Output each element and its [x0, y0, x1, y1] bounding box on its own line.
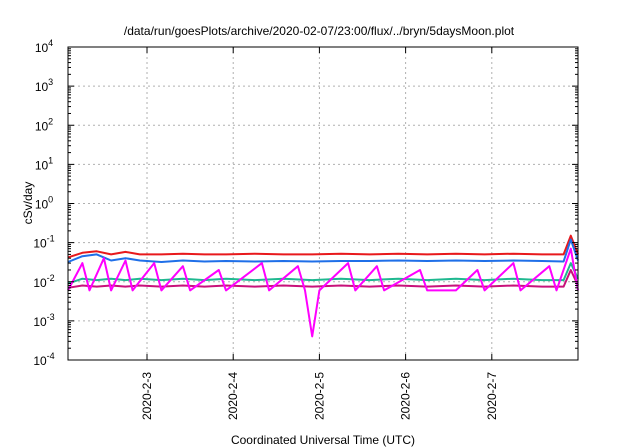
y-tick-label: 101: [35, 155, 53, 172]
y-tick-label: 102: [35, 116, 53, 133]
chart-title: /data/run/goesPlots/archive/2020-02-07/2…: [124, 24, 515, 38]
series-line-4: [67, 269, 579, 289]
x-tick-label: 2020-2-7: [485, 372, 499, 420]
x-tick-label: 2020-2-3: [140, 372, 154, 420]
x-tick-label: 2020-2-6: [399, 372, 413, 420]
x-tick-label: 2020-2-4: [226, 372, 240, 420]
y-tick-label: 10-4: [33, 351, 54, 368]
y-axis-label: cSv/day: [21, 182, 35, 225]
y-tick-label: 10-3: [33, 312, 54, 329]
x-tick-label: 2020-2-5: [312, 372, 326, 420]
y-tick-label: 100: [35, 195, 53, 212]
y-tick-label: 10-1: [33, 234, 54, 251]
x-axis-label: Coordinated Universal Time (UTC): [231, 433, 415, 447]
y-tick-label: 104: [35, 38, 53, 55]
x-axis: 2020-2-3 2020-2-4 2020-2-5 2020-2-6 2020-2-7: [140, 47, 499, 420]
y-tick-label: 10-2: [33, 273, 54, 290]
series-line-2: [67, 238, 579, 263]
series-group: [67, 234, 579, 338]
grid: [68, 47, 578, 360]
series-line-5: [67, 247, 579, 338]
y-tick-label: 103: [35, 77, 53, 94]
y-axis: 10-4 10-3 10-2 10-1 100 101 102 103 104: [33, 38, 578, 368]
series-line-1: [67, 234, 579, 259]
